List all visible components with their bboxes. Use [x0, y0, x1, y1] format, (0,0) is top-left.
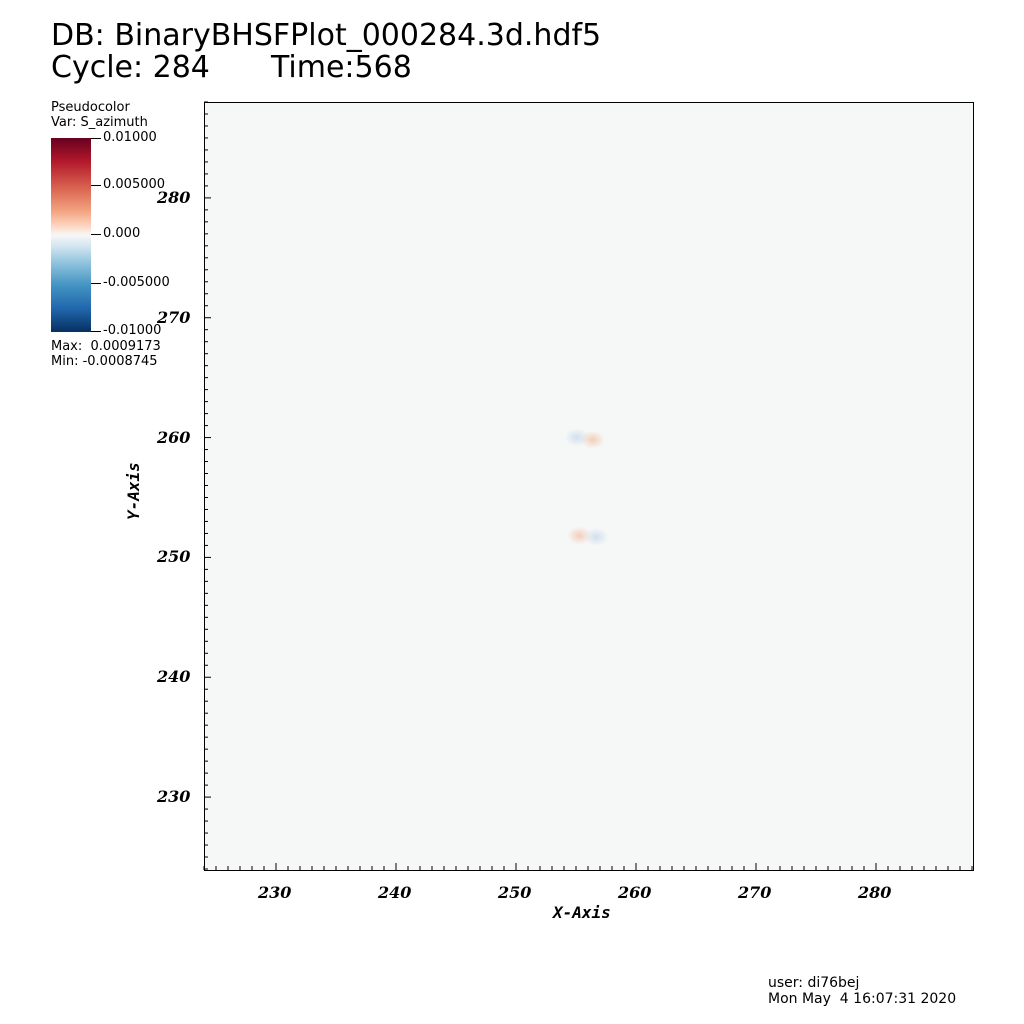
legend-variable: Var: S_azimuth — [51, 115, 148, 130]
time-label: Time:568 — [271, 50, 412, 85]
colorbar-label-high: 0.005000 — [103, 177, 166, 192]
y-tick-label: 240 — [157, 667, 191, 687]
x-axis-title: X-Axis — [553, 903, 611, 922]
y-tick-label: 270 — [157, 307, 191, 327]
y-tick-label: 280 — [157, 187, 191, 207]
colorbar-label-min: -0.01000 — [103, 323, 162, 338]
field-feature — [580, 430, 605, 449]
database-title: DB: BinaryBHSFPlot_000284.3d.hdf5 — [51, 18, 602, 53]
x-tick-label: 230 — [258, 883, 292, 902]
x-tick-label: 280 — [858, 883, 892, 902]
x-tick-label: 260 — [618, 883, 652, 902]
colorbar-tick — [91, 138, 101, 139]
x-tick-label: 270 — [738, 883, 772, 902]
colorbar-label-zero: 0.000 — [103, 226, 141, 241]
footer-date: Mon May 4 16:07:31 2020 — [768, 991, 957, 1007]
field-feature — [584, 527, 609, 546]
colorbar-tick — [91, 331, 101, 332]
colorbar-tick — [91, 234, 101, 235]
x-tick-label: 250 — [498, 883, 532, 902]
legend-min: Min: -0.0008745 — [51, 354, 158, 369]
cycle-label: Cycle: 284 — [51, 50, 210, 85]
colorbar-label-max: 0.01000 — [103, 130, 157, 145]
colorbar-label-low: -0.005000 — [103, 275, 170, 290]
footer-user: user: di76bej — [768, 975, 860, 991]
legend-plot-type: Pseudocolor — [51, 100, 130, 115]
colorbar — [51, 138, 91, 332]
y-tick-label: 260 — [157, 427, 191, 447]
y-axis-title: Y-Axis — [124, 462, 143, 520]
x-tick-label: 240 — [378, 883, 412, 902]
y-tick-label: 250 — [157, 547, 191, 567]
colorbar-tick — [91, 185, 101, 186]
y-tick-label: 230 — [157, 787, 191, 807]
legend-max: Max: 0.0009173 — [51, 339, 161, 354]
colorbar-tick — [91, 283, 101, 284]
plot-area — [204, 102, 974, 871]
pseudocolor-plot — [565, 428, 609, 546]
